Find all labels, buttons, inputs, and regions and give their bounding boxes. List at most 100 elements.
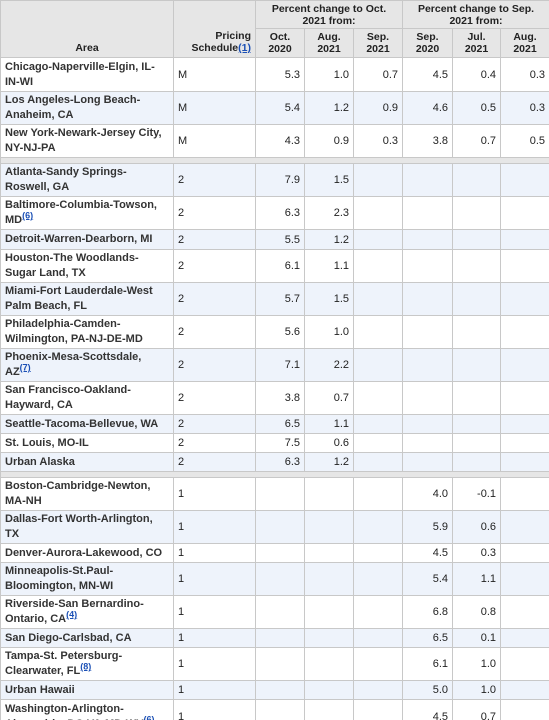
value-cell: 1.5 [304, 282, 354, 316]
area-name: Phoenix-Mesa-Scottsdale, AZ [5, 351, 142, 378]
value-cell: 6.5 [255, 414, 305, 434]
column-header: Oct. 2020 [255, 28, 305, 58]
value-cell [499, 680, 549, 700]
value-cell [452, 315, 501, 349]
schedule-cell: 2 [173, 196, 256, 230]
value-cell [452, 452, 501, 472]
area-name: Chicago-Naperville-Elgin, IL-IN-WI [5, 60, 155, 88]
value-cell: 6.8 [402, 595, 453, 629]
value-cell: 2.2 [304, 348, 354, 382]
footnote-link[interactable]: (7) [19, 362, 31, 373]
value-cell [304, 680, 354, 700]
table-row: Boston-Cambridge-Newton, MA-NH 1 4.0 -0.1 [0, 477, 549, 511]
value-cell [353, 699, 403, 720]
value-cell: 4.0 [402, 477, 453, 511]
value-cell [499, 628, 549, 648]
value-cell: 6.1 [402, 647, 453, 681]
schedule-header-text: Pricing Schedule [191, 30, 251, 54]
footnote-link[interactable]: (6) [143, 713, 155, 720]
value-cell: 1.0 [452, 680, 501, 700]
value-cell: 1.5 [304, 163, 354, 197]
value-cell [353, 381, 403, 415]
value-cell [499, 249, 549, 283]
value-cell: 1.2 [304, 452, 354, 472]
table-row: Houston-The Woodlands-Sugar Land, TX 2 6.1… [0, 249, 549, 283]
schedule-cell: 1 [173, 543, 256, 563]
area-name: Baltimore-Columbia-Towson, MD [5, 199, 157, 226]
value-cell [402, 414, 453, 434]
area-cell: Denver-Aurora-Lakewood, CO [0, 543, 174, 563]
value-cell [452, 282, 501, 316]
value-cell [402, 163, 453, 197]
area-cell: Baltimore-Columbia-Towson, MD(6) [0, 196, 174, 230]
area-cell: Washington-Arlington-Alexandria, DC-VA-M… [0, 699, 174, 720]
area-name: Seattle-Tacoma-Bellevue, WA [5, 417, 159, 430]
value-cell [304, 647, 354, 681]
value-cell [353, 348, 403, 382]
schedule-cell: 2 [173, 414, 256, 434]
area-name: Miami-Fort Lauderdale-West Palm Beach, F… [5, 285, 153, 312]
column-header: Jul. 2021 [452, 28, 501, 58]
value-cell: 6.3 [255, 452, 305, 472]
schedule-cell: 2 [173, 433, 256, 453]
area-cell: Tampa-St. Petersburg-Clearwater, FL(8) [0, 647, 174, 681]
column-header: Sep. 2020 [402, 28, 453, 58]
area-cell: San Diego-Carlsbad, CA [0, 628, 174, 648]
area-cell: Urban Alaska [0, 452, 174, 472]
table-row: Minneapolis-St.Paul-Bloomington, MN-WI 1 5… [0, 562, 549, 596]
value-cell: 7.5 [255, 433, 305, 453]
value-cell: 1.0 [304, 57, 354, 92]
value-cell: 5.4 [402, 562, 453, 596]
table-row: Urban Hawaii 1 5.0 1.0 [0, 680, 549, 700]
table-body: Chicago-Naperville-Elgin, IL-IN-WI M 5.3 1.… [0, 57, 549, 720]
value-cell: 0.9 [304, 124, 354, 158]
value-cell [499, 196, 549, 230]
footnote-link[interactable]: (1) [238, 42, 251, 54]
value-cell: 0.7 [304, 381, 354, 415]
value-cell: 1.0 [452, 647, 501, 681]
value-cell: 6.5 [402, 628, 453, 648]
area-cell: Minneapolis-St.Paul-Bloomington, MN-WI [0, 562, 174, 596]
schedule-cell: 2 [173, 348, 256, 382]
area-name: Los Angeles-Long Beach-Anaheim, CA [5, 94, 141, 121]
value-cell [499, 477, 549, 511]
table-row: Tampa-St. Petersburg-Clearwater, FL(8) 1 6… [0, 647, 549, 681]
value-cell: 3.8 [255, 381, 305, 415]
footnote-link[interactable]: (4) [66, 609, 78, 620]
value-cell: 6.1 [255, 249, 305, 283]
value-cell [353, 543, 403, 563]
value-cell: 7.1 [255, 348, 305, 382]
area-cell: Miami-Fort Lauderdale-West Palm Beach, F… [0, 282, 174, 316]
value-cell: 4.5 [402, 699, 453, 720]
footnote-link[interactable]: (8) [80, 661, 92, 672]
footnote-link[interactable]: (6) [22, 210, 34, 221]
table-row: Detroit-Warren-Dearborn, MI 2 5.5 1.2 [0, 229, 549, 250]
area-name: Dallas-Fort Worth-Arlington, TX [5, 513, 153, 540]
value-cell [402, 315, 453, 349]
schedule-cell: 1 [173, 628, 256, 648]
schedule-cell: M [173, 124, 256, 158]
area-name: New York-Newark-Jersey City, NY-NJ-PA [5, 127, 162, 154]
value-cell [255, 477, 305, 511]
value-cell: 5.7 [255, 282, 305, 316]
value-cell [255, 699, 305, 720]
value-cell: 4.6 [402, 91, 453, 125]
value-cell: 0.3 [499, 91, 549, 125]
table-row: St. Louis, MO-IL 2 7.5 0.6 [0, 433, 549, 453]
area-name: St. Louis, MO-IL [5, 436, 89, 449]
schedule-header: Pricing Schedule(1) [173, 0, 256, 58]
value-cell [499, 433, 549, 453]
table-row: Riverside-San Bernardino-Ontario, CA(4) 1… [0, 595, 549, 629]
table-row: Seattle-Tacoma-Bellevue, WA 2 6.5 1.1 [0, 414, 549, 434]
value-cell [452, 381, 501, 415]
value-cell [402, 433, 453, 453]
schedule-cell: 2 [173, 282, 256, 316]
area-cell: Seattle-Tacoma-Bellevue, WA [0, 414, 174, 434]
value-cell: 0.7 [452, 124, 501, 158]
area-cell: New York-Newark-Jersey City, NY-NJ-PA [0, 124, 174, 158]
table-row: Miami-Fort Lauderdale-West Palm Beach, F… [0, 282, 549, 316]
area-name: San Diego-Carlsbad, CA [5, 631, 132, 644]
value-cell [499, 647, 549, 681]
value-cell: 0.1 [452, 628, 501, 648]
